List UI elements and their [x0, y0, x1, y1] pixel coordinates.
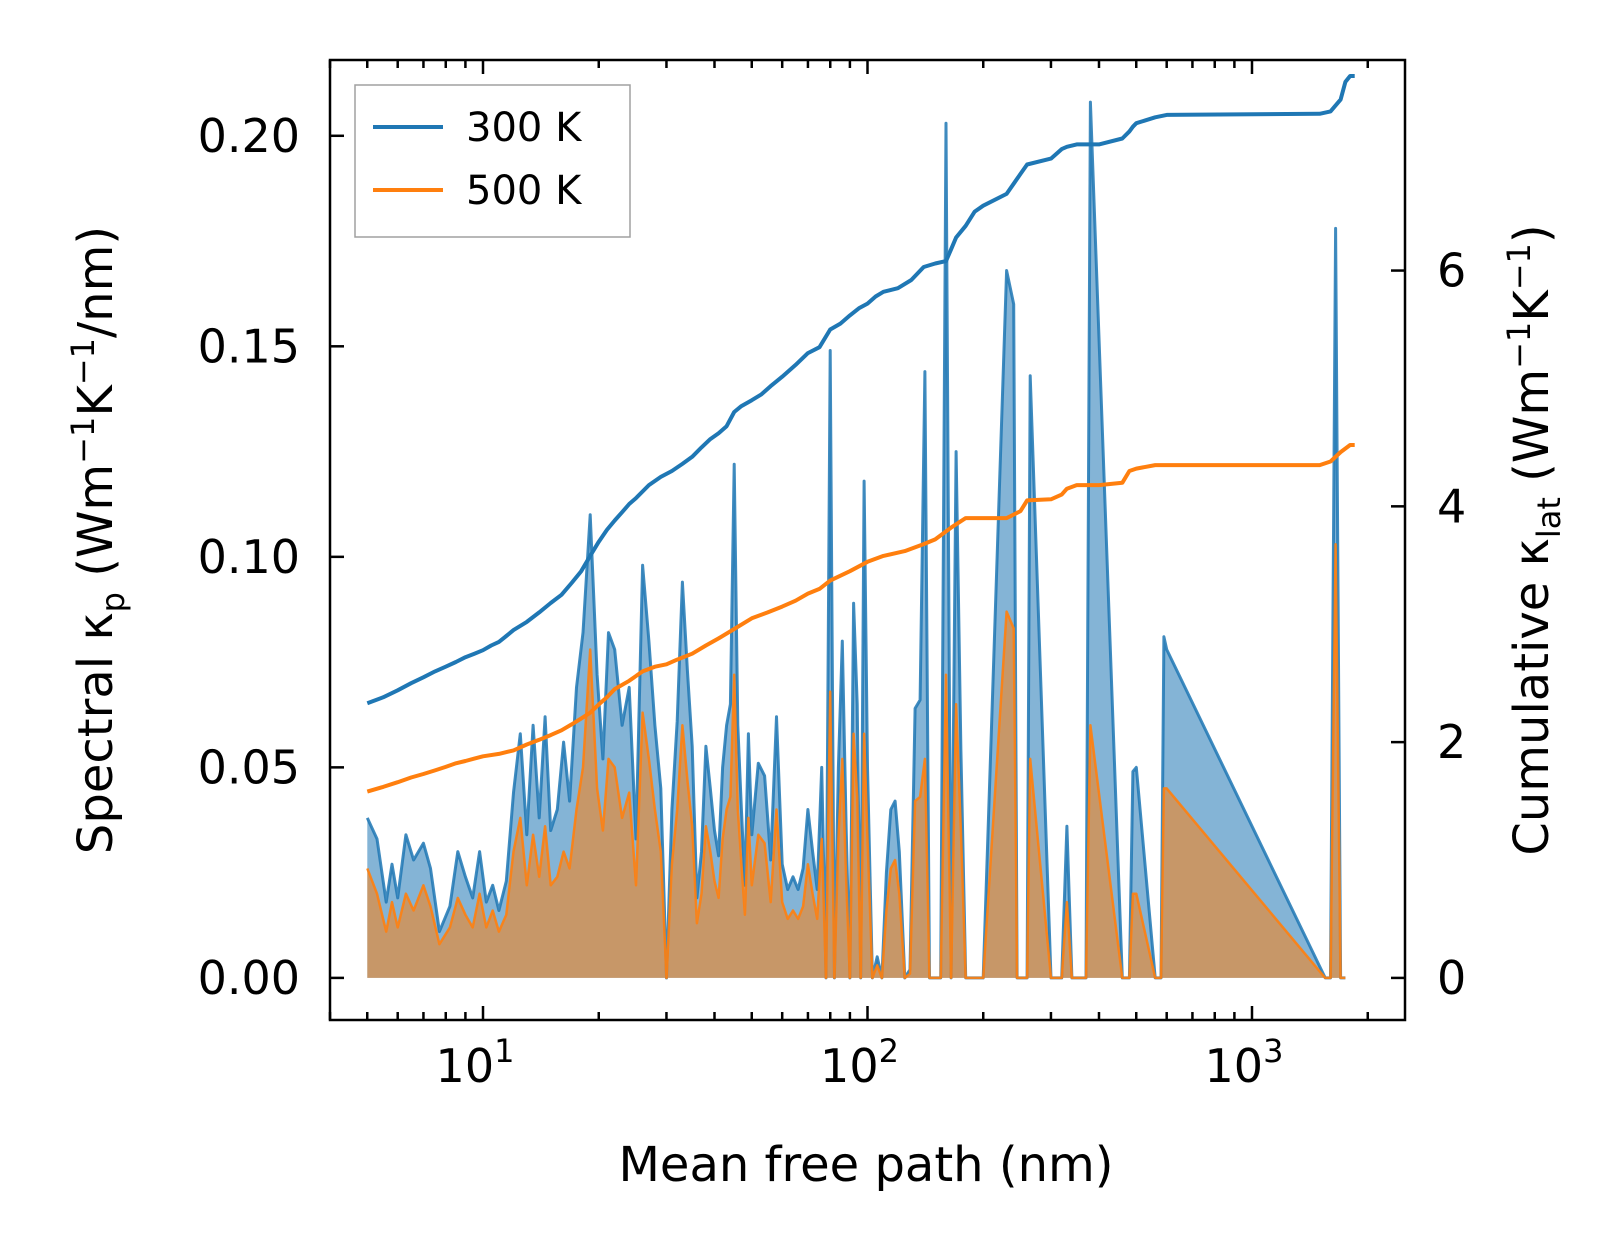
tick-labels: 101 102 103 0.00 0.05 0.10 0.15 0.20 0 2 4 6: [198, 109, 1467, 1093]
x-tick-label: 102: [820, 1032, 899, 1093]
spectral-area-500k: [367, 544, 1346, 978]
axis-ticks: [328, 60, 1405, 1020]
spectral-fills: [365, 100, 1346, 980]
y-left-axis-title: Spectral κp (Wm−1K−1/nm): [64, 226, 132, 854]
y-right-tick-label: 4: [1437, 479, 1466, 533]
y-left-tick-label: 0.10: [198, 530, 300, 584]
spectral-line-300k: [365, 100, 1346, 980]
legend-label-500k: 500 K: [466, 168, 583, 214]
legend: 300 K 500 K: [354, 84, 631, 238]
y-right-tick-label: 6: [1437, 244, 1466, 298]
legend-box: [354, 84, 631, 238]
y-left-tick-label: 0.00: [198, 951, 300, 1005]
cumulative-lines: [366, 74, 1355, 794]
y-left-tick-label: 0.05: [198, 740, 300, 794]
cumulative-line-300k: [366, 74, 1355, 706]
y-right-axis-title: Cumulative κlat (Wm−1K−1): [1500, 224, 1568, 855]
y-left-tick-label: 0.20: [198, 109, 300, 163]
x-tick-label: 101: [436, 1032, 515, 1093]
y-right-tick-label: 0: [1437, 951, 1466, 1005]
legend-label-300k: 300 K: [466, 105, 583, 151]
cumulative-line-500k: [366, 443, 1355, 794]
spectral-area-300k: [367, 102, 1346, 978]
x-tick-label: 103: [1205, 1032, 1284, 1093]
spectral-line-500k: [366, 542, 1346, 980]
x-axis-title: Mean free path (nm): [619, 1137, 1114, 1193]
y-left-tick-label: 0.15: [198, 319, 300, 373]
y-right-tick-label: 2: [1437, 715, 1466, 769]
